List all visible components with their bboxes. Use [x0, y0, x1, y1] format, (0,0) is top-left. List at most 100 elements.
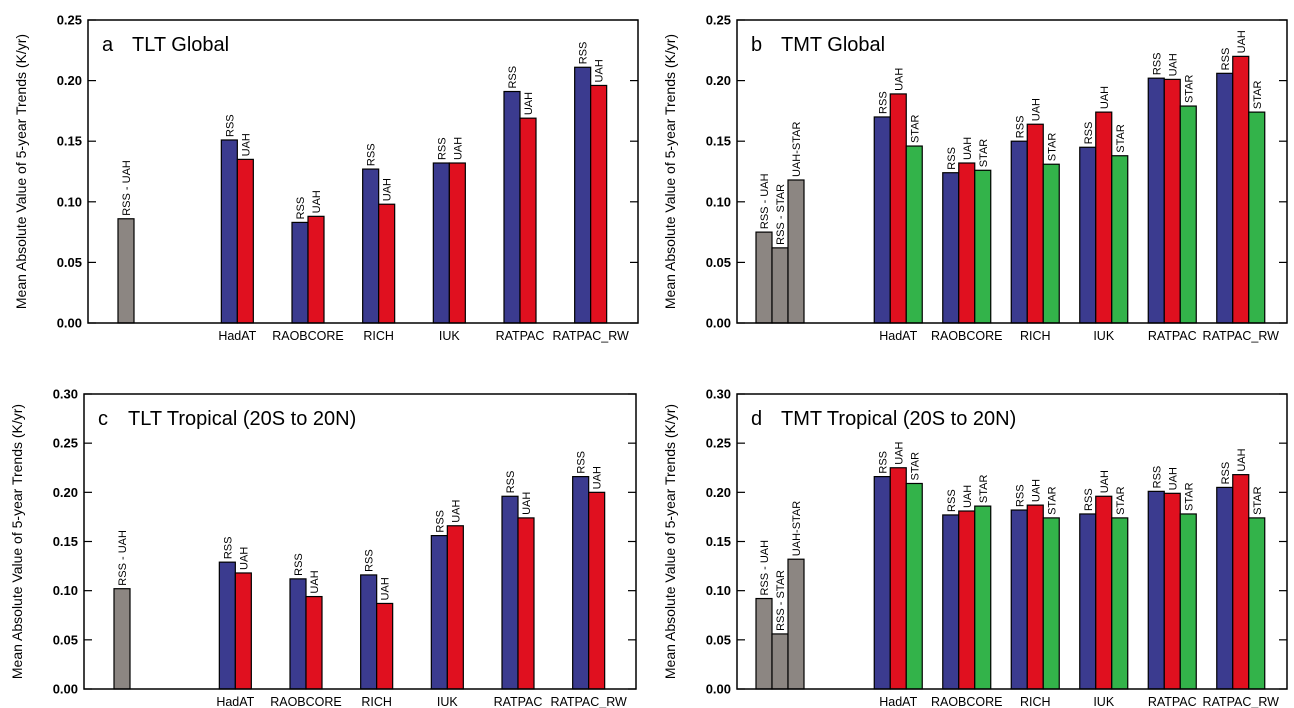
- panel-title: TLT Global: [132, 34, 229, 56]
- y-tick-label: 0.25: [53, 436, 78, 451]
- bar-label: RSS: [364, 549, 376, 572]
- bar-label: STAR: [1046, 133, 1058, 162]
- bar-label: STAR: [1115, 124, 1127, 153]
- bar: [974, 169, 992, 324]
- bar: [376, 602, 394, 690]
- bar: [362, 168, 380, 324]
- x-category-label: HadAT: [879, 329, 917, 343]
- x-category-label: IUK: [437, 695, 459, 708]
- x-category-label: HadAT: [216, 695, 254, 708]
- panel-tag: c: [98, 408, 108, 430]
- bar-label: UAH: [1167, 53, 1179, 76]
- bar-label: UAH: [962, 137, 974, 160]
- bar-label: RSS - UAH: [121, 160, 133, 216]
- panel-tag: a: [102, 34, 114, 56]
- bar: [1079, 146, 1097, 324]
- bar-label: UAH: [962, 485, 974, 508]
- bar-label: UAH: [382, 178, 394, 201]
- bar: [1232, 55, 1250, 324]
- bar: [1248, 517, 1266, 690]
- bar: [117, 218, 135, 324]
- bar-label: STAR: [1183, 74, 1195, 103]
- x-category-label: RATPAC_RW: [1203, 695, 1280, 708]
- panel-c: Mean Absolute Value of 5-year Trends (K/…: [0, 354, 647, 708]
- panel-b: Mean Absolute Value of 5-year Trends (K/…: [647, 0, 1294, 354]
- y-tick-label: 0.20: [706, 73, 731, 88]
- y-tick-label: 0.00: [706, 682, 731, 697]
- bar: [218, 561, 236, 690]
- bar-chart-d: Mean Absolute Value of 5-year Trends (K/…: [662, 387, 1288, 708]
- y-tick-label: 0.20: [706, 485, 731, 500]
- bar: [503, 90, 521, 324]
- bar: [432, 162, 450, 324]
- bar-label: UAH: [311, 190, 323, 213]
- bar-label: RSS: [434, 510, 446, 533]
- bar: [572, 475, 590, 690]
- bar: [1147, 490, 1165, 690]
- y-axis-label: Mean Absolute Value of 5-year Trends (K/…: [9, 404, 25, 679]
- bar-label: RSS: [1220, 48, 1232, 71]
- bar: [755, 231, 773, 324]
- x-category-label: RATPAC: [494, 695, 543, 708]
- bar: [360, 574, 378, 690]
- bar-label: UAH: [1236, 448, 1248, 471]
- y-tick-label: 0.00: [57, 316, 82, 331]
- bar-label: UAH: [1099, 470, 1111, 493]
- bar: [220, 139, 238, 324]
- panel-tag: b: [751, 34, 762, 56]
- bar-label: RSS: [576, 451, 588, 474]
- bar: [1042, 163, 1060, 324]
- bar-label: RSS: [436, 137, 448, 160]
- bar: [574, 66, 592, 324]
- bar-chart-c: Mean Absolute Value of 5-year Trends (K/…: [9, 387, 637, 708]
- bar-label: RSS: [366, 143, 378, 166]
- y-tick-label: 0.15: [706, 534, 731, 549]
- y-tick-label: 0.30: [53, 387, 78, 402]
- bar-label: UAH: [893, 441, 905, 464]
- x-category-label: RATPAC_RW: [552, 329, 629, 343]
- bar-label: STAR: [1252, 486, 1264, 515]
- bar-chart-b: Mean Absolute Value of 5-year Trends (K/…: [662, 13, 1288, 343]
- bar: [590, 84, 608, 324]
- bar: [1010, 509, 1028, 690]
- bar-label: RSS: [224, 114, 236, 137]
- bar-label: STAR: [909, 114, 921, 143]
- bar-label: RSS: [578, 42, 590, 65]
- bar-label: UAH: [1236, 30, 1248, 53]
- bar-label: RSS - UAH: [759, 540, 771, 596]
- bar: [974, 505, 992, 690]
- bar-label: RSS: [1083, 122, 1095, 145]
- bar: [517, 517, 535, 690]
- bar-label: RSS: [222, 537, 234, 560]
- bar: [289, 578, 307, 690]
- y-tick-label: 0.05: [706, 632, 731, 647]
- bar: [905, 482, 923, 690]
- panel-title: TLT Tropical (20S to 20N): [128, 408, 356, 430]
- plot-frame: [83, 393, 637, 690]
- panel-title: TMT Tropical (20S to 20N): [781, 408, 1016, 430]
- bar: [1163, 78, 1181, 324]
- bar-label: UAH: [523, 92, 535, 115]
- bar: [430, 535, 448, 690]
- bar-label: STAR: [1252, 81, 1264, 110]
- x-category-label: RATPAC_RW: [550, 695, 627, 708]
- bar-label: RSS - UAH: [759, 173, 771, 229]
- bar-label: RSS: [1151, 53, 1163, 76]
- bar: [1216, 486, 1234, 690]
- bar: [787, 558, 805, 690]
- y-tick-label: 0.25: [706, 13, 731, 28]
- bar: [1111, 155, 1129, 324]
- y-tick-label: 0.00: [53, 682, 78, 697]
- bar-label: RSS - STAR: [775, 570, 787, 631]
- y-tick-label: 0.20: [53, 485, 78, 500]
- bar: [905, 145, 923, 324]
- bar: [1248, 111, 1266, 324]
- y-tick-label: 0.25: [57, 13, 82, 28]
- bar-label: UAH: [1030, 479, 1042, 502]
- x-category-label: RATPAC: [1148, 695, 1197, 708]
- bar: [889, 93, 907, 324]
- panel-tag: d: [751, 408, 762, 430]
- plot-frame: [736, 393, 1288, 690]
- panel-title: TMT Global: [781, 34, 885, 56]
- y-tick-label: 0.20: [57, 73, 82, 88]
